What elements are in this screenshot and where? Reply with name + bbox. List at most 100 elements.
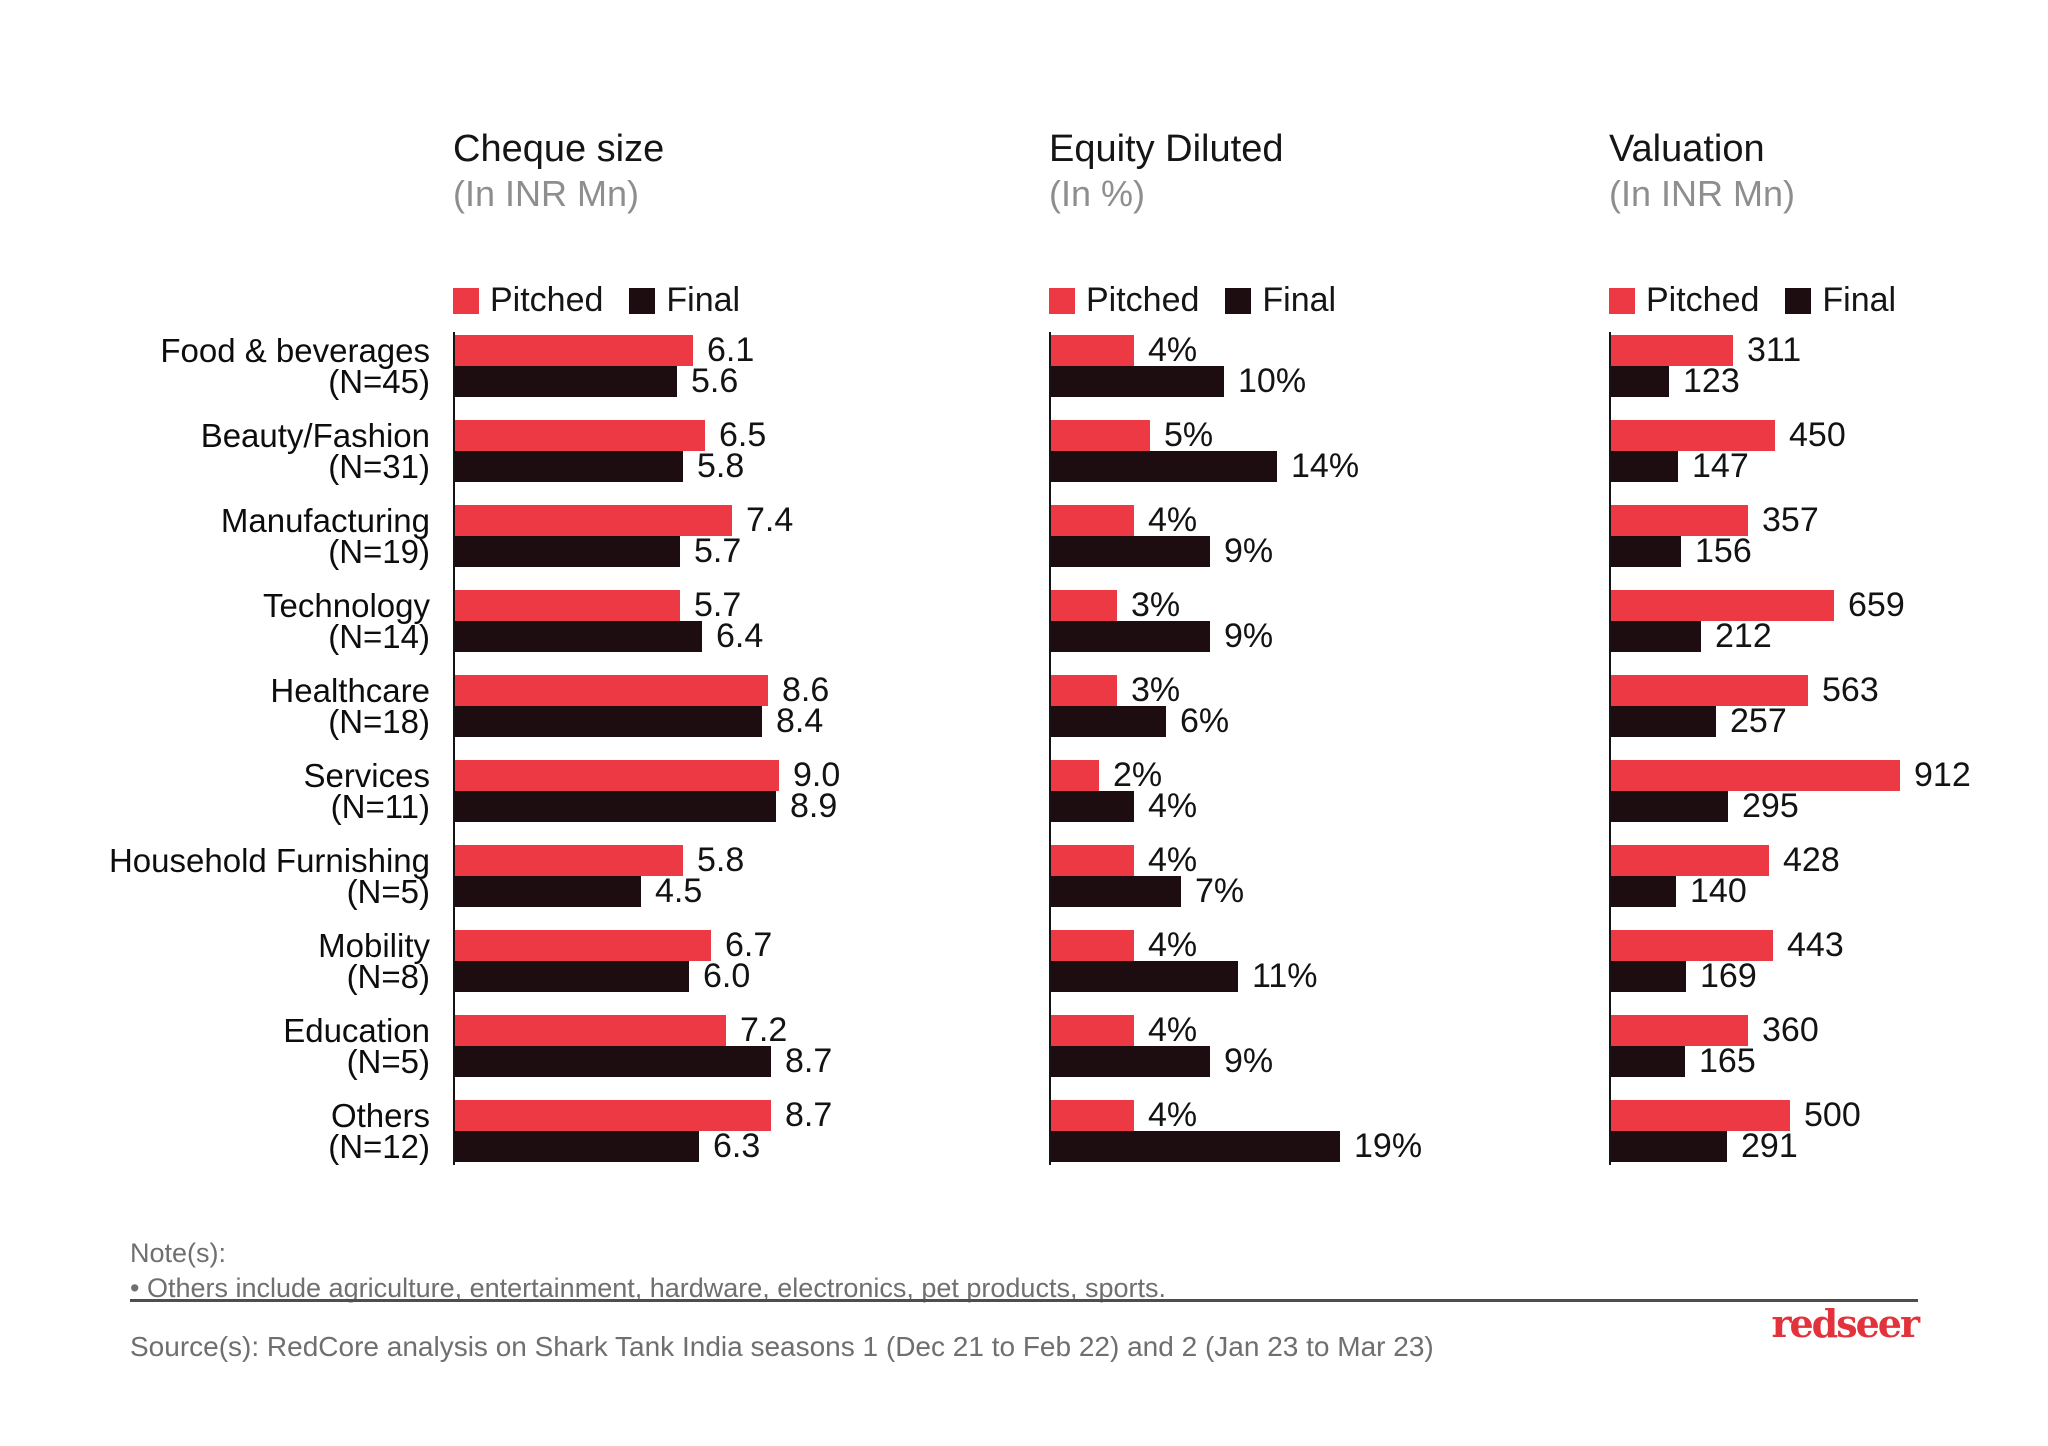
bar-final (455, 366, 677, 397)
bar-row-food-beverages-pitched: 311 (1611, 331, 1801, 369)
value-label: 5.7 (694, 532, 742, 570)
category-label-mobility: Mobility (N=8) (0, 929, 430, 993)
value-label: 8.6 (782, 671, 830, 709)
bar-final (1611, 961, 1686, 992)
bar-pitched (1611, 1100, 1790, 1131)
bar-final (1051, 1046, 1210, 1077)
value-label: 123 (1683, 362, 1740, 400)
bar-row-healthcare-final: 6% (1051, 702, 1229, 740)
category-name: Technology (263, 587, 430, 624)
value-label: 14% (1291, 447, 1360, 485)
bar-pitched (1611, 675, 1808, 706)
category-name: Education (283, 1012, 430, 1049)
bar-pitched (455, 420, 705, 451)
category-sample-size: (N=5) (346, 1043, 430, 1080)
panel-equity-diluted: Equity Diluted (In %) Pitched Final 4% 10% 5% 1… (1049, 0, 1489, 1446)
bar-final (1611, 366, 1669, 397)
bar-final (1611, 1131, 1727, 1162)
legend: Pitched Final (453, 281, 740, 320)
bar-pitched (1051, 1015, 1134, 1046)
category-name: Manufacturing (220, 502, 430, 539)
bar-row-technology-final: 212 (1611, 617, 1772, 655)
value-label: 450 (1789, 416, 1846, 454)
bar-pitched (1051, 930, 1134, 961)
value-label: 4% (1148, 331, 1198, 369)
bar-row-household-furnishing-final: 4.5 (455, 872, 702, 910)
value-label: 6.3 (713, 1127, 761, 1165)
bar-row-education-final: 9% (1051, 1042, 1273, 1080)
category-sample-size: (N=31) (328, 448, 430, 485)
bar-final (1051, 621, 1210, 652)
value-label: 6.5 (719, 416, 767, 454)
y-axis-line (1609, 332, 1611, 1165)
bar-final (1051, 1131, 1340, 1162)
bar-pitched (1611, 930, 1773, 961)
value-label: 6.1 (707, 331, 755, 369)
legend-swatch-pitched-icon (1049, 287, 1075, 314)
bar-final (1611, 451, 1678, 482)
value-label: 5.6 (691, 362, 739, 400)
bar-row-food-beverages-final: 10% (1051, 362, 1306, 400)
category-sample-size: (N=5) (346, 873, 430, 910)
bar-final (1611, 1046, 1685, 1077)
panel-title: Equity Diluted (1049, 128, 1284, 170)
panel-subtitle: (In INR Mn) (1609, 173, 1796, 214)
value-label: 8.7 (785, 1042, 833, 1080)
redseer-logo: redseer (1771, 1301, 1920, 1346)
bar-row-healthcare-pitched: 563 (1611, 671, 1879, 709)
bar-final (1051, 876, 1181, 907)
value-label: 147 (1692, 447, 1749, 485)
value-label: 7.2 (740, 1011, 788, 1049)
category-label-education: Education (N=5) (0, 1012, 430, 1080)
bar-row-others-pitched: 500 (1611, 1096, 1861, 1134)
legend-swatch-final-icon (1225, 287, 1252, 314)
value-label: 7% (1195, 872, 1245, 910)
bar-pitched (1051, 845, 1134, 876)
bar-row-education-pitched: 360 (1611, 1011, 1819, 1049)
category-name: Services (303, 757, 430, 794)
bar-final (1611, 706, 1716, 737)
value-label: 156 (1695, 532, 1752, 570)
value-label: 8.9 (790, 787, 838, 825)
bar-row-healthcare-pitched: 3% (1051, 671, 1180, 709)
value-label: 257 (1730, 702, 1787, 740)
y-axis-line (1049, 332, 1051, 1165)
value-label: 6% (1180, 702, 1230, 740)
value-label: 4% (1148, 787, 1198, 825)
bar-pitched (1611, 505, 1748, 536)
bar-row-mobility-final: 11% (1051, 957, 1318, 995)
bar-final (1051, 536, 1210, 567)
bar-pitched (1051, 335, 1134, 366)
bar-row-food-beverages-final: 123 (1611, 362, 1740, 400)
bar-row-education-pitched: 7.2 (455, 1011, 787, 1049)
value-label: 8.4 (776, 702, 824, 740)
value-label: 10% (1238, 362, 1307, 400)
value-label: 428 (1783, 841, 1840, 879)
panel-subtitle: (In INR Mn) (453, 173, 640, 214)
bar-row-technology-pitched: 5.7 (455, 586, 741, 624)
bar-row-others-pitched: 4% (1051, 1096, 1197, 1134)
bar-row-services-final: 295 (1611, 787, 1799, 825)
bar-row-manufacturing-final: 9% (1051, 532, 1273, 570)
category-label-food-beverages: Food & beverages (N=45) (0, 334, 430, 398)
category-label-others: Others (N=12) (0, 1099, 430, 1163)
value-label: 5.8 (697, 841, 745, 879)
notes-block: Note(s): • Others include agriculture, e… (130, 1236, 1166, 1306)
bar-row-mobility-final: 169 (1611, 957, 1757, 995)
panel-title: Cheque size (453, 128, 665, 170)
legend-swatch-pitched-icon (453, 287, 479, 314)
bar-pitched (1051, 675, 1117, 706)
panel-title: Valuation (1609, 128, 1765, 170)
bar-row-services-pitched: 912 (1611, 756, 1971, 794)
bar-pitched (1611, 760, 1900, 791)
bar-row-beauty-fashion-final: 5.8 (455, 447, 744, 485)
bar-row-mobility-final: 6.0 (455, 957, 750, 995)
value-label: 291 (1741, 1127, 1798, 1165)
legend: Pitched Final (1049, 281, 1336, 320)
value-label: 4% (1148, 501, 1198, 539)
bar-row-household-furnishing-final: 140 (1611, 872, 1747, 910)
category-label-beauty-fashion: Beauty/Fashion (N=31) (0, 419, 430, 485)
legend-swatch-final-icon (629, 287, 656, 314)
value-label: 4% (1148, 841, 1198, 879)
value-label: 9% (1224, 1042, 1274, 1080)
